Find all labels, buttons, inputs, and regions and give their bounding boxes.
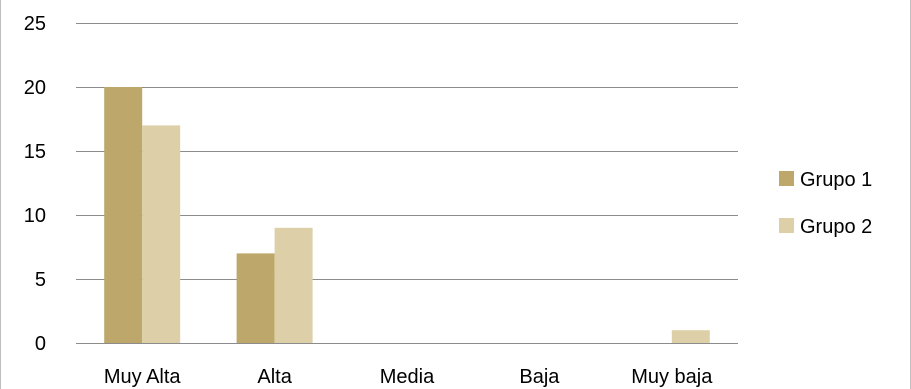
legend-label: Grupo 1 bbox=[800, 169, 872, 191]
bar-grupo-1-alta bbox=[236, 253, 275, 343]
y-axis-ticks: 0 5 10 15 20 25 bbox=[24, 13, 46, 355]
y-tick-label: 15 bbox=[24, 141, 46, 163]
x-tick-label: Alta bbox=[257, 366, 292, 388]
y-tick-label: 25 bbox=[24, 13, 46, 35]
y-tick-label: 10 bbox=[24, 205, 46, 227]
bar-grupo-1-muy-alta bbox=[104, 87, 143, 343]
bar-grupo-2-alta bbox=[274, 227, 313, 343]
bar-grupo-2-muy-alta bbox=[142, 125, 181, 344]
y-tick-label: 0 bbox=[35, 333, 46, 355]
y-tick-label: 5 bbox=[35, 269, 46, 291]
x-tick-label: Muy baja bbox=[631, 366, 713, 388]
bars bbox=[104, 87, 710, 344]
gridlines bbox=[76, 23, 738, 344]
x-axis-ticks: Muy Alta Alta Media Baja Muy baja bbox=[104, 366, 713, 388]
legend-swatch bbox=[779, 218, 794, 233]
x-tick-label: Baja bbox=[519, 366, 560, 388]
x-tick-label: Muy Alta bbox=[104, 366, 182, 388]
legend: Grupo 1 Grupo 2 bbox=[779, 169, 872, 238]
legend-label: Grupo 2 bbox=[800, 216, 872, 238]
y-tick-label: 20 bbox=[24, 77, 46, 99]
legend-swatch bbox=[779, 171, 794, 186]
bar-grupo-2-muy-baja bbox=[671, 330, 710, 343]
x-tick-label: Media bbox=[380, 366, 435, 388]
